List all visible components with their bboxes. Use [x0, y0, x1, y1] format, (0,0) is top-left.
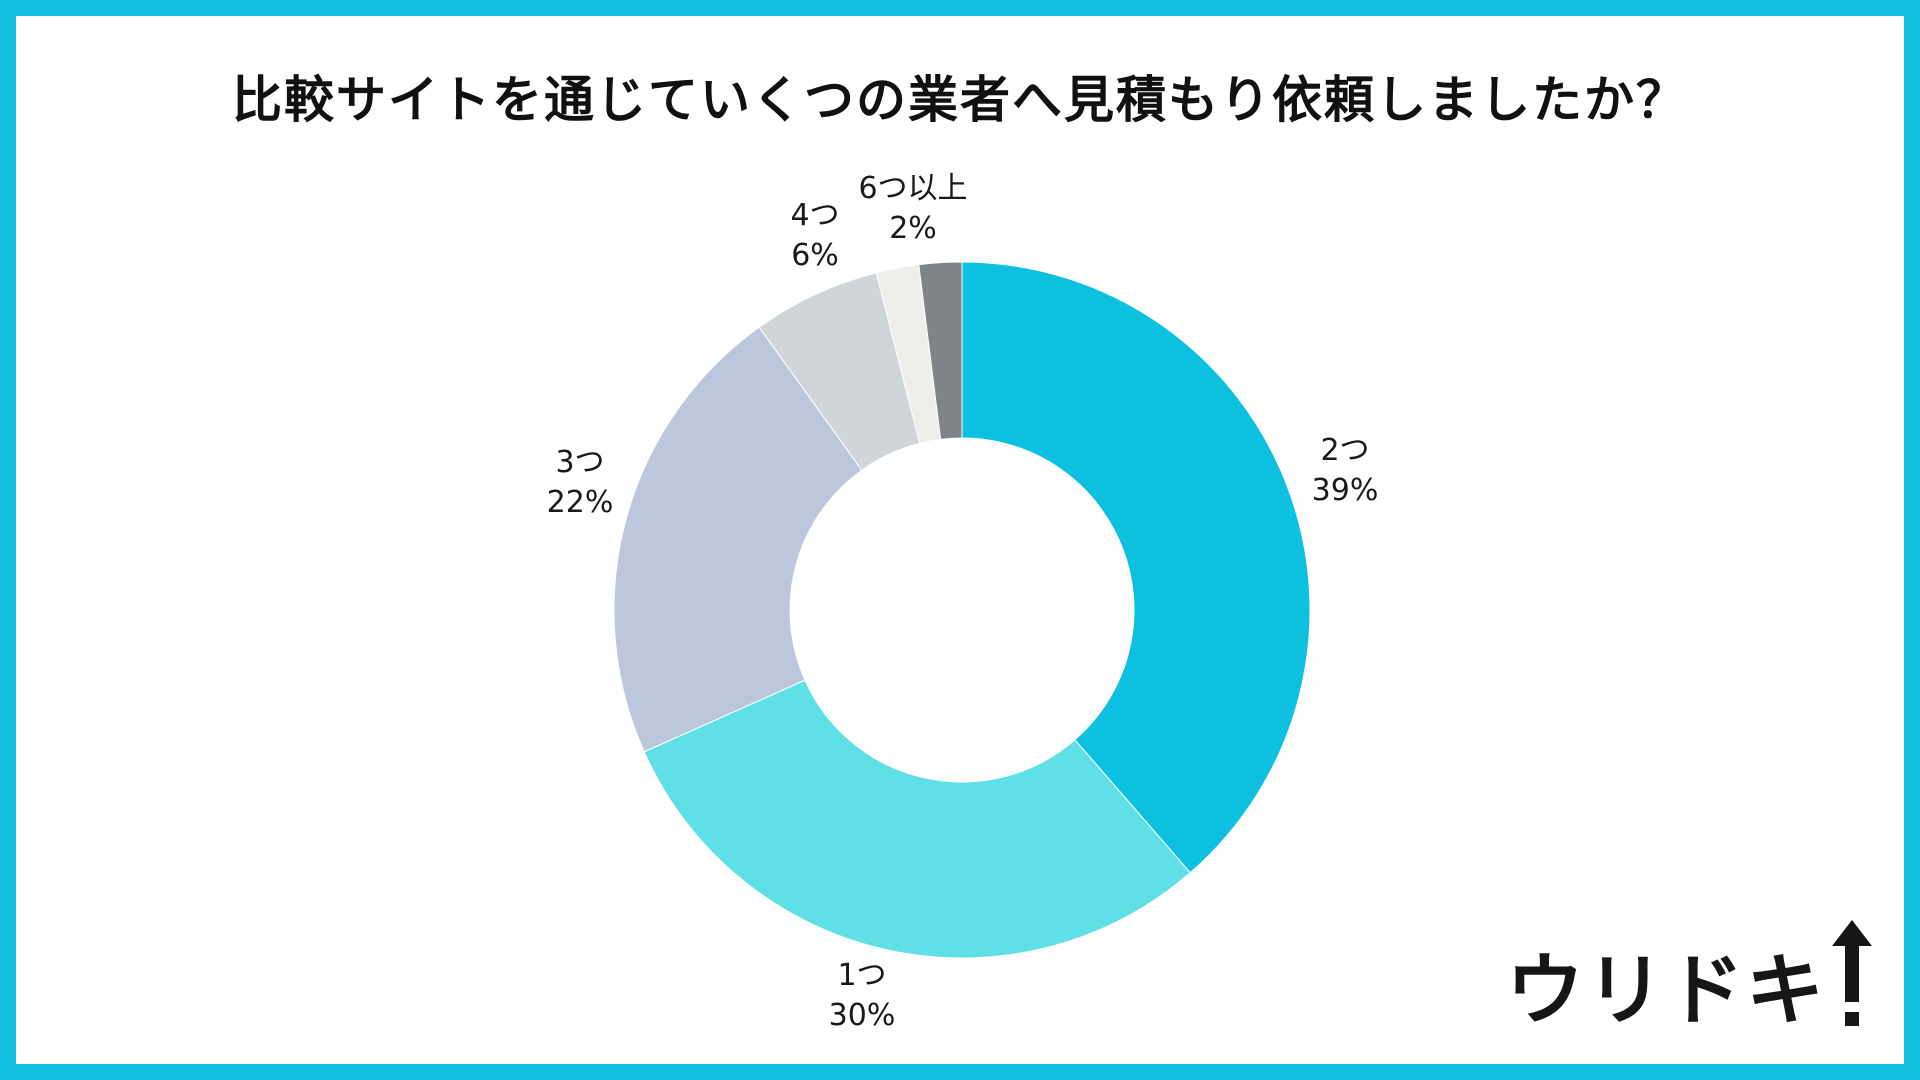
slice-value-label: 6% [791, 238, 839, 273]
chart-title: 比較サイトを通じていくつの業者へ見積もり依頼しましたか？ [232, 71, 1688, 129]
slice-category-label: 6つ以上 [858, 171, 967, 206]
slice-value-label: 30% [829, 998, 896, 1033]
slice-category-label: 1つ [837, 958, 886, 993]
up-arrow-icon [1832, 920, 1872, 1026]
brand-logo: ウリドキ [1506, 920, 1872, 1030]
donut-slice [643, 679, 1191, 959]
donut-slice [961, 261, 1311, 874]
donut-slice [918, 261, 963, 440]
slice-value-label: 39% [1312, 473, 1379, 508]
logo-text: ウリドキ [1505, 946, 1826, 1036]
slice-category-label: 2つ [1320, 433, 1369, 468]
slice-value-label: 22% [547, 485, 614, 520]
slice-category-label: 3つ [555, 445, 604, 480]
donut-slice [613, 326, 863, 753]
slice-value-label: 2% [889, 211, 937, 246]
slice-category-label: 4つ [790, 198, 839, 233]
